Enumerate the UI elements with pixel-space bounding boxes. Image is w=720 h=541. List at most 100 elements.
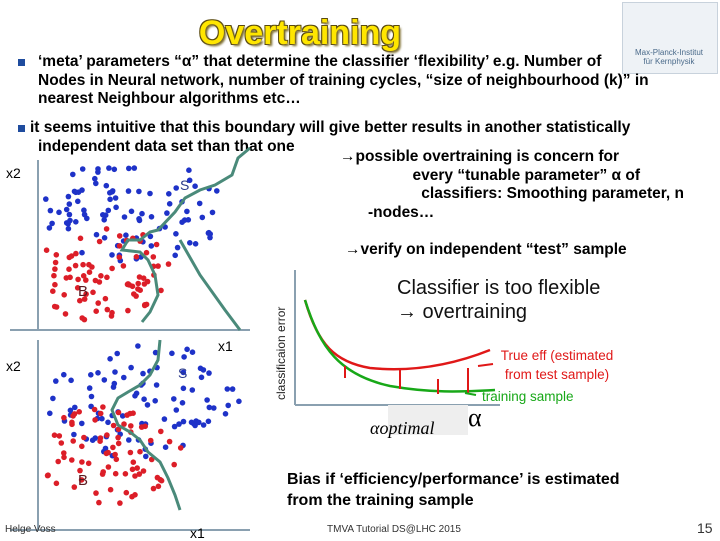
background-point <box>81 434 87 441</box>
background-point <box>61 292 67 298</box>
background-point <box>79 459 85 465</box>
signal-point <box>95 370 101 376</box>
concern-box <box>340 148 690 266</box>
background-point <box>109 309 115 316</box>
background-point <box>52 266 58 272</box>
background-point <box>97 410 104 417</box>
background-point <box>53 304 60 310</box>
background-point <box>127 449 134 456</box>
background-point <box>89 264 95 270</box>
error-axis-label: classificaion error <box>274 306 288 400</box>
signal-point <box>180 369 187 376</box>
background-point <box>110 444 116 451</box>
signal-point <box>89 437 96 444</box>
signal-point <box>222 411 229 417</box>
background-point <box>72 262 79 269</box>
bullet2-line2: independent data set than that one <box>38 137 295 155</box>
signal-point <box>164 210 170 216</box>
signal-point <box>101 377 108 383</box>
background-point <box>81 316 88 323</box>
top-x2-text: x2 <box>6 165 21 181</box>
background-point <box>107 486 114 493</box>
signal-point <box>147 190 153 197</box>
background-point <box>104 306 111 313</box>
true-eff-line2: from test sample) <box>504 367 610 382</box>
background-point <box>95 300 101 306</box>
background-point <box>66 266 72 273</box>
background-point <box>153 241 160 248</box>
top-x1-label: x1 <box>218 338 233 354</box>
background-point <box>132 492 138 498</box>
signal-point <box>180 385 187 392</box>
signal-point <box>101 217 107 223</box>
background-point <box>80 273 87 279</box>
signal-point <box>141 396 147 403</box>
background-point <box>177 445 184 451</box>
background-point <box>116 254 123 260</box>
signal-point <box>184 208 190 215</box>
overtrained-boundary <box>119 146 251 323</box>
background-point <box>134 465 140 471</box>
background-point <box>158 428 164 435</box>
top-scatter-plot <box>10 146 251 331</box>
signal-point <box>105 207 112 214</box>
signal-point <box>169 350 175 357</box>
signal-point <box>71 431 77 438</box>
bias-text: Bias if ‘efficiency/performance’ is esti… <box>287 469 707 511</box>
signal-point <box>236 398 242 405</box>
background-point <box>120 263 127 269</box>
background-point <box>70 438 76 444</box>
signal-point <box>173 185 179 191</box>
background-point <box>171 461 177 468</box>
background-point <box>135 280 141 287</box>
overtrained-boundary-bottom <box>110 339 182 511</box>
signal-point <box>121 214 128 220</box>
background-point <box>69 419 75 426</box>
signal-point <box>88 372 94 378</box>
background-point <box>51 432 58 439</box>
bullet2-line1: it seems intuitive that this boundary wi… <box>30 119 631 136</box>
signal-point <box>81 207 87 213</box>
signal-point <box>119 413 126 419</box>
background-point <box>116 233 123 239</box>
signal-point <box>111 380 118 387</box>
background-point <box>110 422 117 429</box>
footer-event: TMVA Tutorial DS@LHC 2015 <box>327 524 461 535</box>
signal-point <box>53 378 59 384</box>
background-point <box>83 291 89 297</box>
signal-point <box>66 211 73 218</box>
background-point <box>76 409 82 415</box>
signal-point <box>102 212 109 218</box>
signal-point <box>180 418 187 425</box>
background-point <box>125 307 131 314</box>
background-point <box>61 450 67 456</box>
signal-point <box>140 370 146 377</box>
alpha-axis-label: α <box>468 403 482 432</box>
alpha-optimal-label: αoptimal <box>370 418 435 438</box>
signal-point <box>209 209 216 216</box>
signal-point <box>136 216 142 222</box>
signal-point <box>197 365 204 372</box>
institute-logo-text: Max-Planck-Institut für Kernphysik <box>622 48 716 66</box>
signal-point <box>225 402 231 409</box>
background-point <box>140 468 147 474</box>
background-point <box>52 259 59 266</box>
bullet1-line2: Nodes in Neural network, number of train… <box>38 71 649 89</box>
signal-point <box>126 437 132 443</box>
signal-point <box>67 217 73 224</box>
background-point <box>56 433 63 439</box>
background-point <box>137 448 143 455</box>
signal-point <box>86 385 93 391</box>
signal-point <box>187 240 193 246</box>
signal-point <box>61 371 67 378</box>
signal-point <box>79 187 85 193</box>
signal-point <box>205 418 212 425</box>
signal-point <box>143 453 149 460</box>
signal-point <box>224 386 231 392</box>
background-point <box>96 238 103 245</box>
signal-point <box>133 390 140 397</box>
background-point <box>150 254 157 260</box>
background-point <box>158 287 164 294</box>
signal-point <box>199 214 206 221</box>
background-point <box>55 458 61 465</box>
